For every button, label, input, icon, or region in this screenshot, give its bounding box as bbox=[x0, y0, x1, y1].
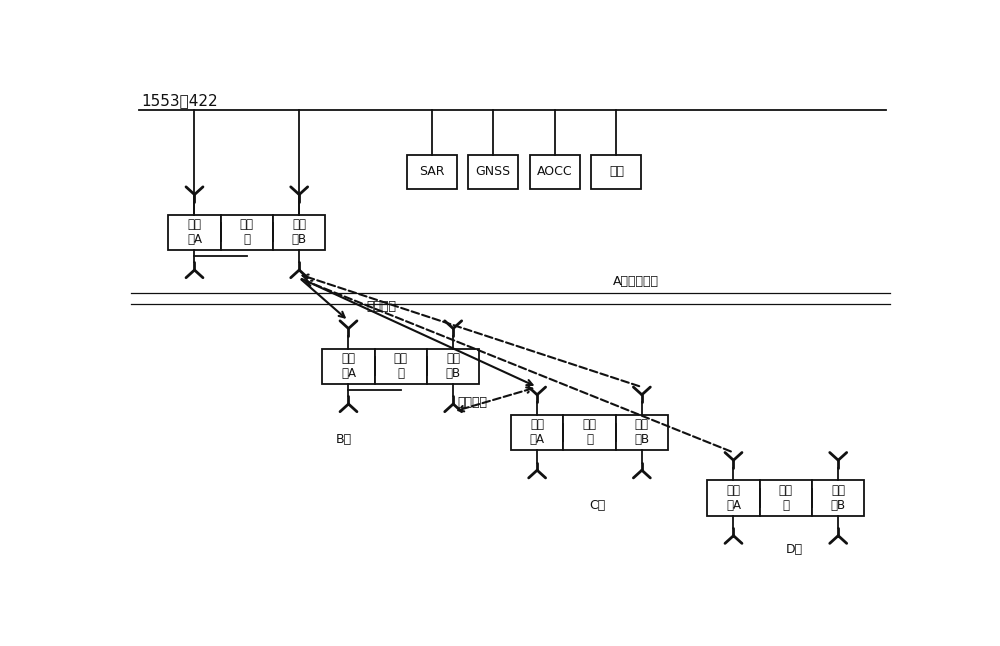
Text: 1553、422: 1553、422 bbox=[141, 93, 218, 108]
Bar bbox=[407, 154, 457, 189]
Bar bbox=[168, 214, 221, 250]
Text: 终端
朼B: 终端 朼B bbox=[831, 484, 846, 512]
Bar bbox=[707, 480, 760, 516]
Text: D星: D星 bbox=[786, 543, 803, 556]
Text: B星: B星 bbox=[335, 433, 352, 446]
Text: GNSS: GNSS bbox=[476, 165, 511, 178]
Text: AOCC: AOCC bbox=[537, 165, 573, 178]
Bar bbox=[591, 154, 641, 189]
Text: 终端
朼A: 终端 朼A bbox=[530, 419, 545, 446]
Bar bbox=[616, 415, 668, 450]
Bar bbox=[468, 154, 518, 189]
Text: A星（主星）: A星（主星） bbox=[613, 275, 659, 288]
Bar bbox=[427, 349, 479, 384]
Text: 终端
朼B: 终端 朼B bbox=[292, 218, 307, 246]
Text: 终端
朼B: 终端 朼B bbox=[446, 352, 461, 380]
Bar bbox=[563, 415, 616, 450]
Bar bbox=[221, 214, 273, 250]
Bar bbox=[322, 349, 375, 384]
Text: 间接路由: 间接路由 bbox=[457, 395, 487, 408]
Text: 综电: 综电 bbox=[609, 165, 624, 178]
Text: 处理
器: 处理 器 bbox=[582, 419, 596, 446]
Text: 处理
器: 处理 器 bbox=[779, 484, 793, 512]
Text: 处理
器: 处理 器 bbox=[394, 352, 408, 380]
Text: 终端
朼A: 终端 朼A bbox=[726, 484, 741, 512]
Text: 直接路由: 直接路由 bbox=[366, 300, 396, 313]
Text: 终端
朼B: 终端 朼B bbox=[634, 419, 649, 446]
Bar bbox=[375, 349, 427, 384]
Bar bbox=[812, 480, 864, 516]
Text: 处理
器: 处理 器 bbox=[240, 218, 254, 246]
Text: 终端
朼A: 终端 朼A bbox=[341, 352, 356, 380]
Bar bbox=[530, 154, 580, 189]
Text: C星: C星 bbox=[590, 499, 606, 512]
Bar bbox=[273, 214, 325, 250]
Text: SAR: SAR bbox=[419, 165, 444, 178]
Text: 终端
朼A: 终端 朼A bbox=[187, 218, 202, 246]
Bar bbox=[760, 480, 812, 516]
Bar bbox=[511, 415, 563, 450]
